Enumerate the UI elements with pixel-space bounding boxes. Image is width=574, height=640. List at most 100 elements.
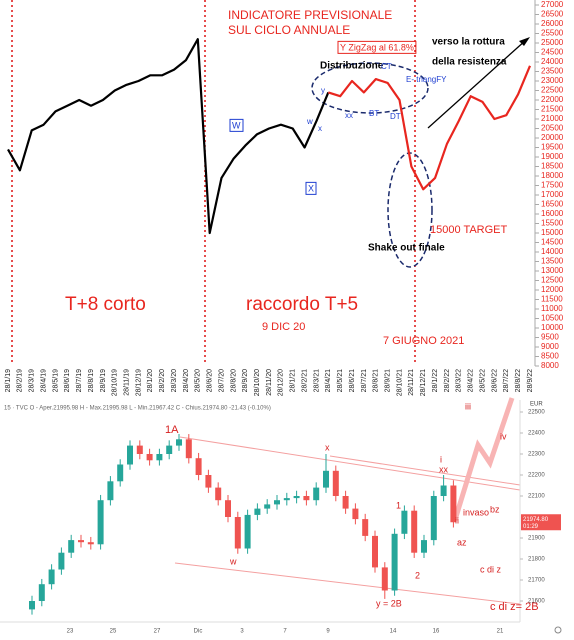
y-tick-label: 11500 [541, 295, 563, 304]
wave-label: c di z [480, 564, 502, 574]
annotation: 15000 TARGET [430, 224, 508, 236]
annotation: 9 DIC 20 [262, 321, 305, 333]
candle-body [78, 540, 84, 543]
price-line [327, 65, 532, 191]
x-tick-label: 28/4/21 [325, 369, 332, 392]
candle-body [362, 519, 369, 536]
annotation: raccordo T+5 [246, 294, 358, 315]
x-tick-label: 28/11/20 [266, 369, 273, 396]
candle-body [185, 439, 192, 459]
candle-body [401, 510, 408, 534]
x-tick-label: 28/9/20 [242, 369, 249, 392]
x-tick-label: 28/5/21 [337, 369, 344, 392]
x-tick-label: Dic [194, 629, 203, 635]
x-tick-label: 28/7/21 [361, 369, 368, 392]
x-tick-label: 28/1/20 [147, 369, 154, 392]
y-tick-label: 25000 [541, 38, 564, 47]
y-tick-label: 22100 [528, 494, 545, 500]
annotation: xx [345, 111, 353, 120]
candle-body [440, 485, 447, 496]
annotation: E- triangFY [406, 75, 447, 84]
wave-label: c di z= 2B [490, 601, 539, 613]
x-tick-label: 28/1/21 [290, 369, 297, 392]
x-tick-label: 28/11/19 [123, 369, 130, 396]
projection-zigzag [452, 397, 515, 521]
wave-label: x [325, 442, 330, 452]
candle-body [156, 454, 163, 461]
y-tick-label: 21700 [528, 578, 545, 584]
candle-body [225, 500, 231, 517]
candle-body [303, 496, 310, 501]
y-tick-label: 24000 [541, 57, 564, 66]
x-tick-label: 28/5/20 [195, 369, 202, 392]
x-tick-label: 28/3/19 [29, 369, 36, 392]
candle-body [421, 540, 427, 553]
unit-label: EUR [530, 402, 543, 408]
candle-body [38, 584, 45, 601]
annotation-box [305, 181, 317, 195]
y-tick-label: 10500 [541, 314, 564, 323]
x-tick-label: 28/9/21 [384, 369, 391, 392]
annotation: CT [381, 62, 392, 71]
y-tick-label: 25500 [541, 29, 564, 38]
candle-body [127, 445, 133, 465]
candle-body [176, 439, 182, 446]
annotation: 7 GIUGNO 2021 [383, 335, 464, 347]
annotation: verso la rottura [432, 37, 505, 48]
y-tick-label: 21800 [528, 557, 545, 563]
candle-body [323, 470, 329, 488]
x-tick-label: 28/4/22 [468, 369, 475, 392]
annotation: X [308, 183, 314, 193]
annotation-box [337, 40, 417, 54]
y-tick-label: 20500 [541, 124, 564, 133]
x-tick-label: 28/6/20 [207, 369, 214, 392]
candle-body [97, 500, 104, 545]
chart-header: 15 · TVC O - Aper.21995.98 H - Max.21995… [4, 406, 271, 412]
settings-icon[interactable] [554, 626, 562, 634]
x-tick-label: 28/8/21 [373, 369, 380, 392]
trend-arrow [427, 39, 527, 129]
x-tick-label: 28/7/20 [218, 369, 225, 392]
annotation: INDICATORE PREVISIONALE [228, 8, 392, 22]
wave-label: xx [439, 464, 449, 474]
y-tick-label: 22500 [541, 86, 564, 95]
annotation: Distribuzione [320, 61, 384, 72]
annotation: Shake out finale [368, 243, 445, 254]
candle-body [68, 540, 75, 553]
candle-body [332, 470, 339, 496]
y-tick-label: 22200 [528, 473, 545, 479]
y-tick-label: 11000 [541, 304, 563, 313]
y-tick-label: 10000 [541, 323, 564, 332]
y-tick-label: 9000 [541, 342, 559, 351]
y-tick-label: 18500 [541, 162, 564, 171]
x-tick-label: 28/2/20 [159, 369, 166, 392]
candle-body [254, 508, 261, 515]
candle-body [117, 464, 124, 482]
wave-label: 1A [165, 424, 179, 436]
x-tick-label: 16 [433, 629, 440, 635]
candle-body [342, 496, 349, 509]
candle-body [215, 487, 222, 501]
y-tick-label: 16000 [541, 209, 564, 218]
x-tick-label: 28/2/19 [17, 369, 24, 392]
wave-label: bz [490, 504, 500, 514]
wave-label: i [440, 454, 442, 464]
candle-body [136, 445, 143, 454]
x-tick-label: 28/1/19 [5, 369, 12, 392]
wave-label: 1 [396, 500, 401, 510]
annotation: x [318, 124, 322, 133]
candle-body [195, 458, 202, 475]
y-tick-label: 17500 [541, 181, 564, 190]
annotation: W [232, 120, 241, 130]
y-tick-label: 22000 [541, 95, 564, 104]
x-tick-label: 14 [390, 629, 397, 635]
x-tick-label: 28/5/22 [479, 369, 486, 392]
x-tick-label: 28/3/21 [313, 369, 320, 392]
candle-body [313, 487, 320, 501]
trend-line [179, 436, 521, 491]
x-tick-label: 28/1/22 [432, 369, 439, 392]
trend-line [329, 455, 521, 486]
candle-body [293, 496, 300, 499]
